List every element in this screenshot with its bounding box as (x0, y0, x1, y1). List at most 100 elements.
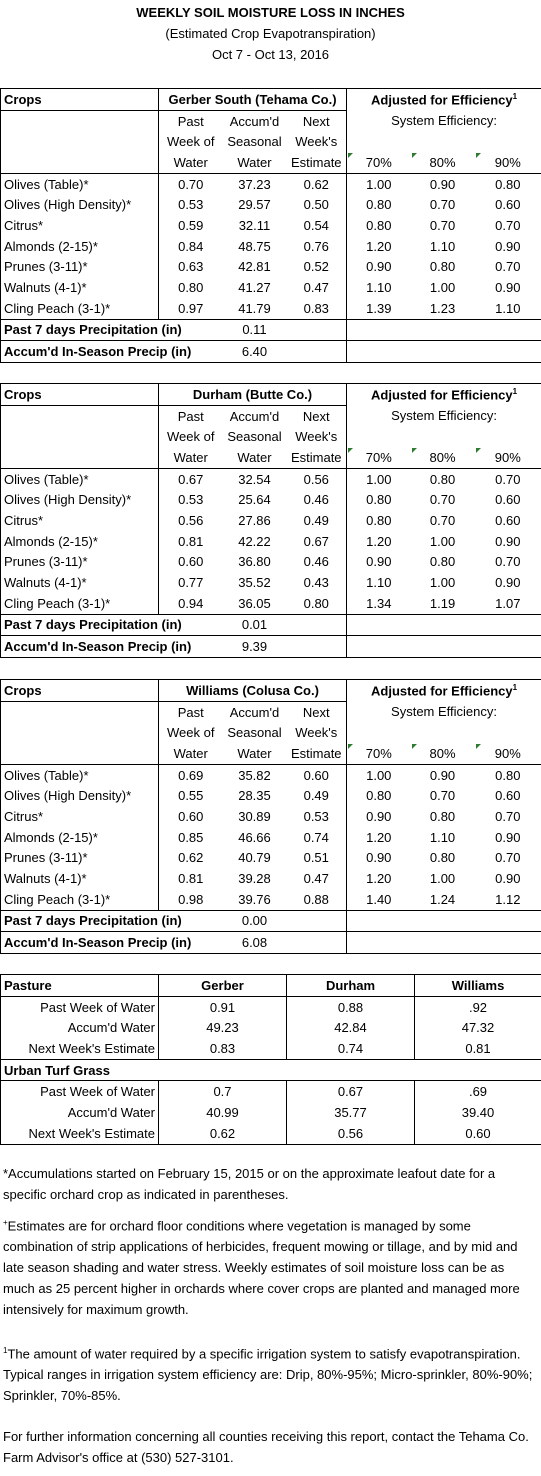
turf-value: 0.7 (158, 1080, 287, 1103)
next-week-estimate: 0.54 (286, 215, 348, 236)
next-week-estimate: 0.67 (286, 530, 348, 552)
crop-name: Olives (High Density)* (0, 785, 159, 807)
crop-row: Walnuts (4-1)* 0.81 39.28 0.47 1.20 1.00 0.90 (0, 868, 541, 889)
crop-row: Almonds (2-15)* 0.84 48.75 0.76 1.20 1.10 0.90 (0, 235, 541, 257)
pasture-value: 42.84 (286, 1017, 415, 1039)
blank-cell (286, 614, 348, 637)
pasture-value: 0.88 (286, 996, 415, 1018)
crop-name: Olives (High Density)* (0, 194, 159, 216)
efficiency-80-value: 1.10 (429, 829, 456, 845)
next-week-estimate: 0.49 (286, 510, 348, 531)
past-week-water: 0.60 (158, 806, 223, 827)
blank-cell (346, 131, 541, 153)
efficiency-90-value: 0.70 (474, 215, 541, 236)
crops-heading: Crops (0, 88, 159, 111)
crop-name: Prunes (3-11)* (0, 551, 159, 573)
header-next-week: Next (286, 701, 348, 723)
header-accum-seasonal: Seasonal (227, 134, 282, 150)
efficiency-70-value: 1.00 (366, 176, 392, 192)
efficiency-70-value: 0.80 (366, 512, 392, 528)
blank-cell (0, 131, 159, 153)
blank-cell (0, 701, 159, 723)
efficiency-70-value: 1.20 (366, 829, 392, 845)
turf-value: 40.99 (158, 1102, 287, 1123)
column-header-row: Week of Seasonal Week's (0, 131, 541, 153)
blank-cell (0, 405, 159, 427)
accum-seasonal-water: 41.79 (222, 297, 287, 320)
accum-seasonal-water: 32.11 (238, 217, 271, 233)
blank-cell (346, 319, 541, 342)
station-header-row: Crops Williams (Colusa Co.) Adjusted for E… (0, 679, 541, 702)
station-table: Crops Williams (Colusa Co.) Adjusted for E… (0, 679, 541, 954)
header-next-week: Week's (286, 722, 348, 744)
column-header-row: Past Accum'd Next System Efficiency: (0, 701, 541, 723)
crop-row: Almonds (2-15)* 0.85 46.66 0.74 1.20 1.10 0.90 (0, 826, 541, 848)
crop-row: Cling Peach (3-1)* 0.97 41.79 0.83 1.39 1.23 1… (0, 297, 541, 320)
pasture-value: 0.74 (286, 1038, 415, 1060)
efficiency-70-value: 1.00 (366, 471, 392, 487)
turf-value: 35.77 (286, 1102, 415, 1123)
precipitation-season-row: Accum'd In-Season Precip (in) 6.08 (0, 931, 541, 954)
efficiency-70-header: 70% (346, 152, 411, 174)
efficiency-90-value: 0.70 (474, 468, 541, 490)
blank-cell (346, 426, 541, 448)
efficiency-70-value: 1.00 (366, 767, 392, 783)
next-week-estimate: 0.46 (286, 489, 348, 511)
report-subtitle: (Estimated Crop Evapotranspiration) (165, 26, 376, 41)
accum-seasonal-water: 48.75 (238, 238, 271, 254)
efficiency-70-value: 0.80 (366, 197, 392, 213)
efficiency-80-value: 1.24 (410, 888, 475, 911)
efficiency-90-value: 0.60 (474, 785, 541, 807)
efficiency-70-value: 0.80 (366, 217, 392, 233)
crop-name: Walnuts (4-1)* (0, 572, 159, 593)
crop-row: Olives (Table)* 0.70 37.23 0.62 1.00 0.90 0.80 (0, 173, 541, 195)
crop-name: Olives (Table)* (0, 764, 159, 786)
pasture-turf-table: Pasture Gerber Durham Williams Past Week of … (0, 974, 541, 1145)
crop-row: Prunes (3-11)* 0.60 36.80 0.46 0.90 0.80 0.70 (0, 551, 541, 573)
crop-name: Olives (Table)* (0, 173, 159, 195)
precipitation-season-label: Accum'd In-Season Precip (in) (0, 635, 223, 658)
efficiency-70-header: 70% (346, 447, 411, 469)
crop-name: Cling Peach (3-1)* (0, 297, 159, 320)
footnote-mark: + (3, 1218, 8, 1227)
efficiency-80-value: 0.80 (429, 808, 456, 824)
next-week-estimate: 0.56 (286, 468, 348, 490)
crop-row: Citrus* 0.56 27.86 0.49 0.80 0.70 0.60 (0, 510, 541, 531)
station-column-heading: Gerber (158, 974, 287, 997)
efficiency-80-value: 0.90 (429, 176, 456, 192)
header-next-week: Next (286, 405, 348, 427)
next-week-estimate: 0.51 (286, 847, 348, 869)
efficiency-70-value: 0.90 (366, 259, 392, 275)
accum-seasonal-water: 39.76 (222, 888, 287, 911)
footnote-orchard-floor-text: Estimates are for orchard floor conditio… (3, 1218, 520, 1318)
crop-name: Citrus* (0, 215, 159, 236)
header-past-week: Past (158, 701, 223, 723)
header-next-week: Estimate (286, 743, 348, 765)
precipitation-season-label: Accum'd In-Season Precip (in) (0, 931, 223, 954)
blank-cell (346, 635, 541, 658)
next-week-estimate: 0.43 (286, 572, 348, 593)
adjusted-footnote-mark: 1 (512, 682, 518, 692)
efficiency-70-value: 0.90 (366, 850, 392, 866)
turf-header-row: Urban Turf Grass (0, 1059, 541, 1082)
efficiency-90-value: 0.90 (474, 826, 541, 848)
next-week-estimate: 0.80 (286, 592, 348, 615)
accum-seasonal-water: 37.23 (238, 176, 271, 192)
past-week-water: 0.94 (158, 592, 223, 615)
header-past-week: Past (158, 405, 223, 427)
footnote-contact: For further information concerning all c… (3, 1429, 529, 1465)
efficiency-70-value: 0.90 (366, 808, 392, 824)
column-header-row: Week of Seasonal Week's (0, 426, 541, 448)
efficiency-70-value: 1.34 (346, 592, 411, 615)
pasture-value: 49.23 (158, 1017, 287, 1039)
turf-value: 0.60 (414, 1122, 541, 1145)
efficiency-90-value: 0.80 (474, 173, 541, 195)
crop-row: Almonds (2-15)* 0.81 42.22 0.67 1.20 1.00 0.90 (0, 530, 541, 552)
efficiency-90-value: 0.80 (474, 764, 541, 786)
station-table: Crops Durham (Butte Co.) Adjusted for Effi… (0, 383, 541, 658)
precipitation-7-days-label: Past 7 days Precipitation (in) (0, 910, 223, 933)
accum-seasonal-water: 27.86 (238, 512, 271, 528)
pasture-value: 47.32 (414, 1017, 541, 1039)
efficiency-80-value: 1.00 (429, 280, 456, 296)
adjusted-footnote-mark: 1 (512, 386, 518, 396)
